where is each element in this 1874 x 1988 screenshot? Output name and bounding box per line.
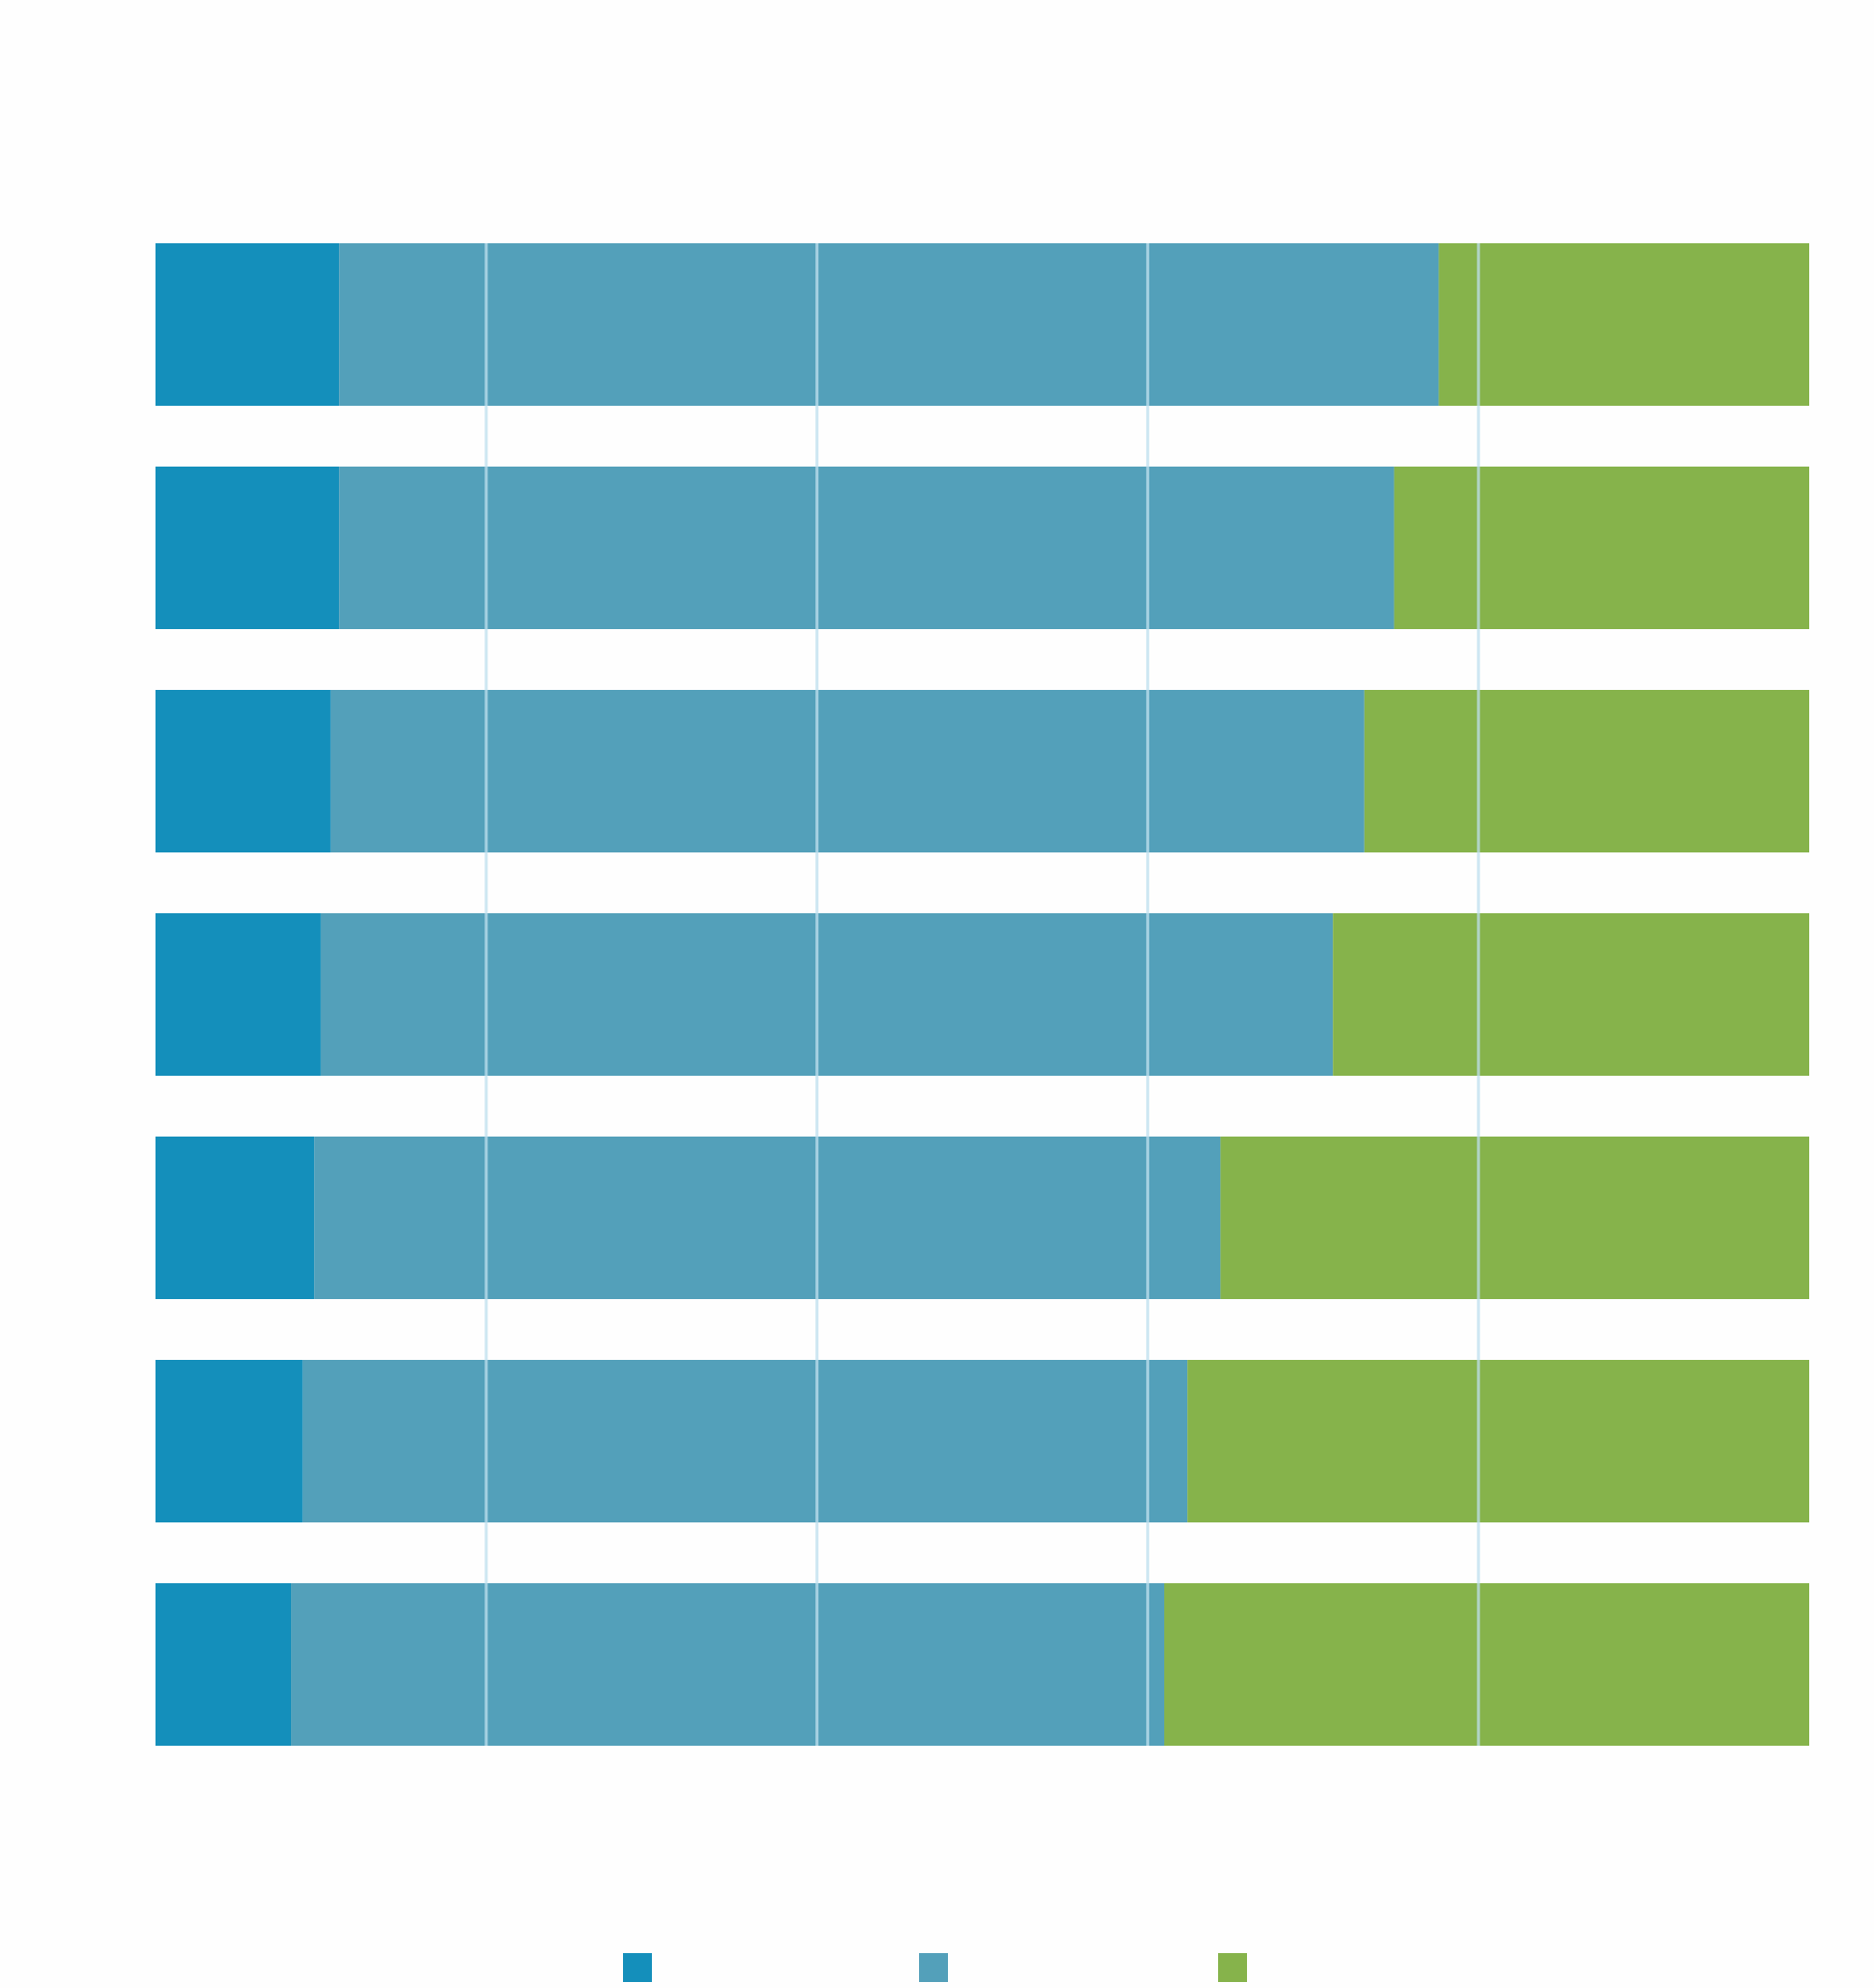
bar-segment-row-6-series-1	[156, 1360, 303, 1522]
legend-swatch-series-3	[1218, 1953, 1247, 1982]
bar-segment-row-3-series-3	[1364, 690, 1809, 852]
bar-segment-row-7-series-1	[156, 1583, 292, 1746]
bar-segment-row-3-series-2	[330, 690, 1365, 852]
legend-swatch-series-2	[919, 1953, 948, 1982]
bar-segment-row-3-series-1	[156, 690, 331, 852]
bar-segment-row-6-series-2	[302, 1360, 1188, 1522]
legend-swatch-series-1	[623, 1953, 652, 1982]
bar-segment-row-4-series-2	[320, 913, 1334, 1076]
bar-segment-row-7-series-3	[1163, 1583, 1809, 1746]
bar-segment-row-4-series-3	[1333, 913, 1809, 1076]
bar-segment-row-1-series-1	[156, 243, 340, 406]
bar-segment-row-5-series-3	[1220, 1137, 1809, 1299]
bar-segment-row-4-series-1	[156, 913, 321, 1076]
bar-segment-row-7-series-2	[291, 1583, 1164, 1746]
bar-segment-row-5-series-2	[314, 1137, 1221, 1299]
bar-segment-row-2-series-1	[156, 467, 340, 629]
bar-segment-row-2-series-2	[339, 467, 1395, 629]
legend	[623, 1953, 1247, 1982]
bars-layer	[156, 243, 1809, 1746]
bar-segment-row-6-series-3	[1187, 1360, 1809, 1522]
gridlines	[484, 243, 1480, 1746]
bar-segment-row-5-series-1	[156, 1137, 315, 1299]
bar-segment-row-2-series-3	[1394, 467, 1809, 629]
bar-segment-row-1-series-2	[339, 243, 1439, 406]
bar-segment-row-1-series-3	[1438, 243, 1809, 406]
